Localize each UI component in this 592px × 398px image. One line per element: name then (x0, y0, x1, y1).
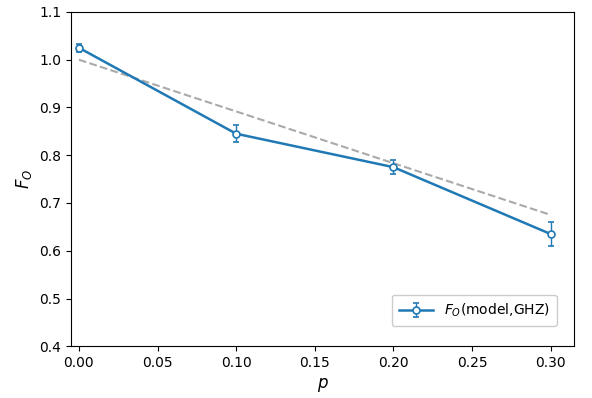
Legend: $F_O$(model,GHZ): $F_O$(model,GHZ) (391, 295, 557, 326)
X-axis label: $p$: $p$ (317, 376, 329, 394)
Y-axis label: $F_O$: $F_O$ (14, 169, 34, 189)
